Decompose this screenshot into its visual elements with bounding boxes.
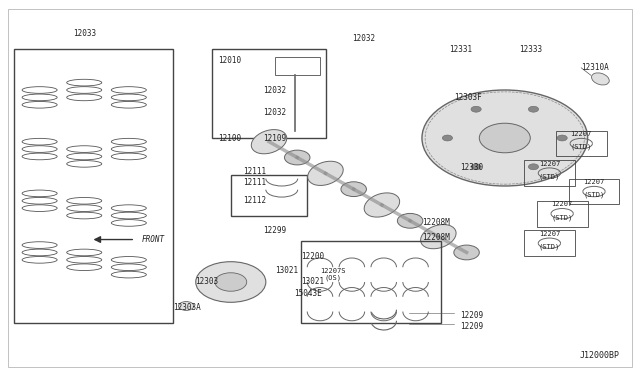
Text: 15043E: 15043E — [294, 289, 323, 298]
Ellipse shape — [308, 161, 343, 186]
Text: 12208M: 12208M — [422, 233, 450, 242]
Bar — [524, 230, 575, 256]
Circle shape — [529, 164, 539, 170]
Text: 12333: 12333 — [519, 45, 542, 54]
Bar — [212, 49, 326, 138]
Text: 12310A: 12310A — [581, 63, 609, 72]
Circle shape — [179, 302, 194, 310]
Bar — [537, 201, 588, 227]
Bar — [301, 241, 441, 323]
Text: 12330: 12330 — [460, 163, 483, 172]
Text: (STD): (STD) — [552, 214, 573, 221]
Text: J12000BP: J12000BP — [579, 350, 620, 359]
Ellipse shape — [364, 193, 399, 217]
Ellipse shape — [252, 129, 287, 154]
Circle shape — [471, 106, 481, 112]
Text: 12303F: 12303F — [454, 93, 481, 102]
Circle shape — [479, 123, 531, 153]
Text: 12200: 12200 — [301, 251, 324, 261]
Text: 12207S
(OS): 12207S (OS) — [320, 268, 346, 281]
Text: 12331: 12331 — [449, 45, 472, 54]
Ellipse shape — [341, 182, 367, 196]
Text: 12109: 12109 — [262, 134, 286, 142]
Text: 12303A: 12303A — [173, 303, 201, 312]
Text: 12112: 12112 — [244, 196, 267, 205]
Text: 12207: 12207 — [584, 179, 605, 185]
Text: 12207: 12207 — [571, 131, 592, 137]
Circle shape — [557, 135, 567, 141]
Text: (STD): (STD) — [584, 192, 605, 199]
Text: 12100: 12100 — [218, 134, 241, 142]
Text: 12111: 12111 — [244, 167, 267, 176]
Circle shape — [215, 273, 246, 291]
Text: 13021: 13021 — [275, 266, 298, 275]
Text: 12033: 12033 — [73, 29, 96, 38]
Text: (STD): (STD) — [571, 144, 592, 151]
Text: (STD): (STD) — [539, 173, 560, 180]
Bar — [14, 49, 173, 323]
Circle shape — [196, 262, 266, 302]
Text: FRONT: FRONT — [141, 235, 164, 244]
Bar — [568, 179, 620, 205]
Text: 12209: 12209 — [460, 311, 483, 320]
Text: (STD): (STD) — [539, 244, 560, 250]
Ellipse shape — [397, 214, 423, 228]
Text: 12208M: 12208M — [422, 218, 450, 227]
Circle shape — [442, 135, 452, 141]
Text: 12207: 12207 — [539, 231, 560, 237]
Bar — [524, 160, 575, 186]
Text: 13021: 13021 — [301, 278, 324, 286]
Ellipse shape — [420, 225, 456, 249]
Text: 12010: 12010 — [218, 56, 241, 65]
Circle shape — [529, 106, 539, 112]
Text: 12209: 12209 — [460, 322, 483, 331]
Text: 12207: 12207 — [539, 161, 560, 167]
Text: 12032: 12032 — [262, 86, 286, 94]
Text: 12207: 12207 — [552, 202, 573, 208]
Text: 12299: 12299 — [262, 226, 286, 235]
Ellipse shape — [454, 245, 479, 260]
Circle shape — [471, 164, 481, 170]
Ellipse shape — [591, 73, 609, 85]
Circle shape — [422, 90, 588, 186]
Text: 12032: 12032 — [262, 108, 286, 117]
Bar — [556, 131, 607, 157]
Ellipse shape — [285, 150, 310, 165]
Text: 12032: 12032 — [352, 34, 375, 43]
Text: 12111: 12111 — [244, 178, 267, 187]
Text: 12303: 12303 — [195, 278, 218, 286]
Bar — [231, 175, 307, 215]
